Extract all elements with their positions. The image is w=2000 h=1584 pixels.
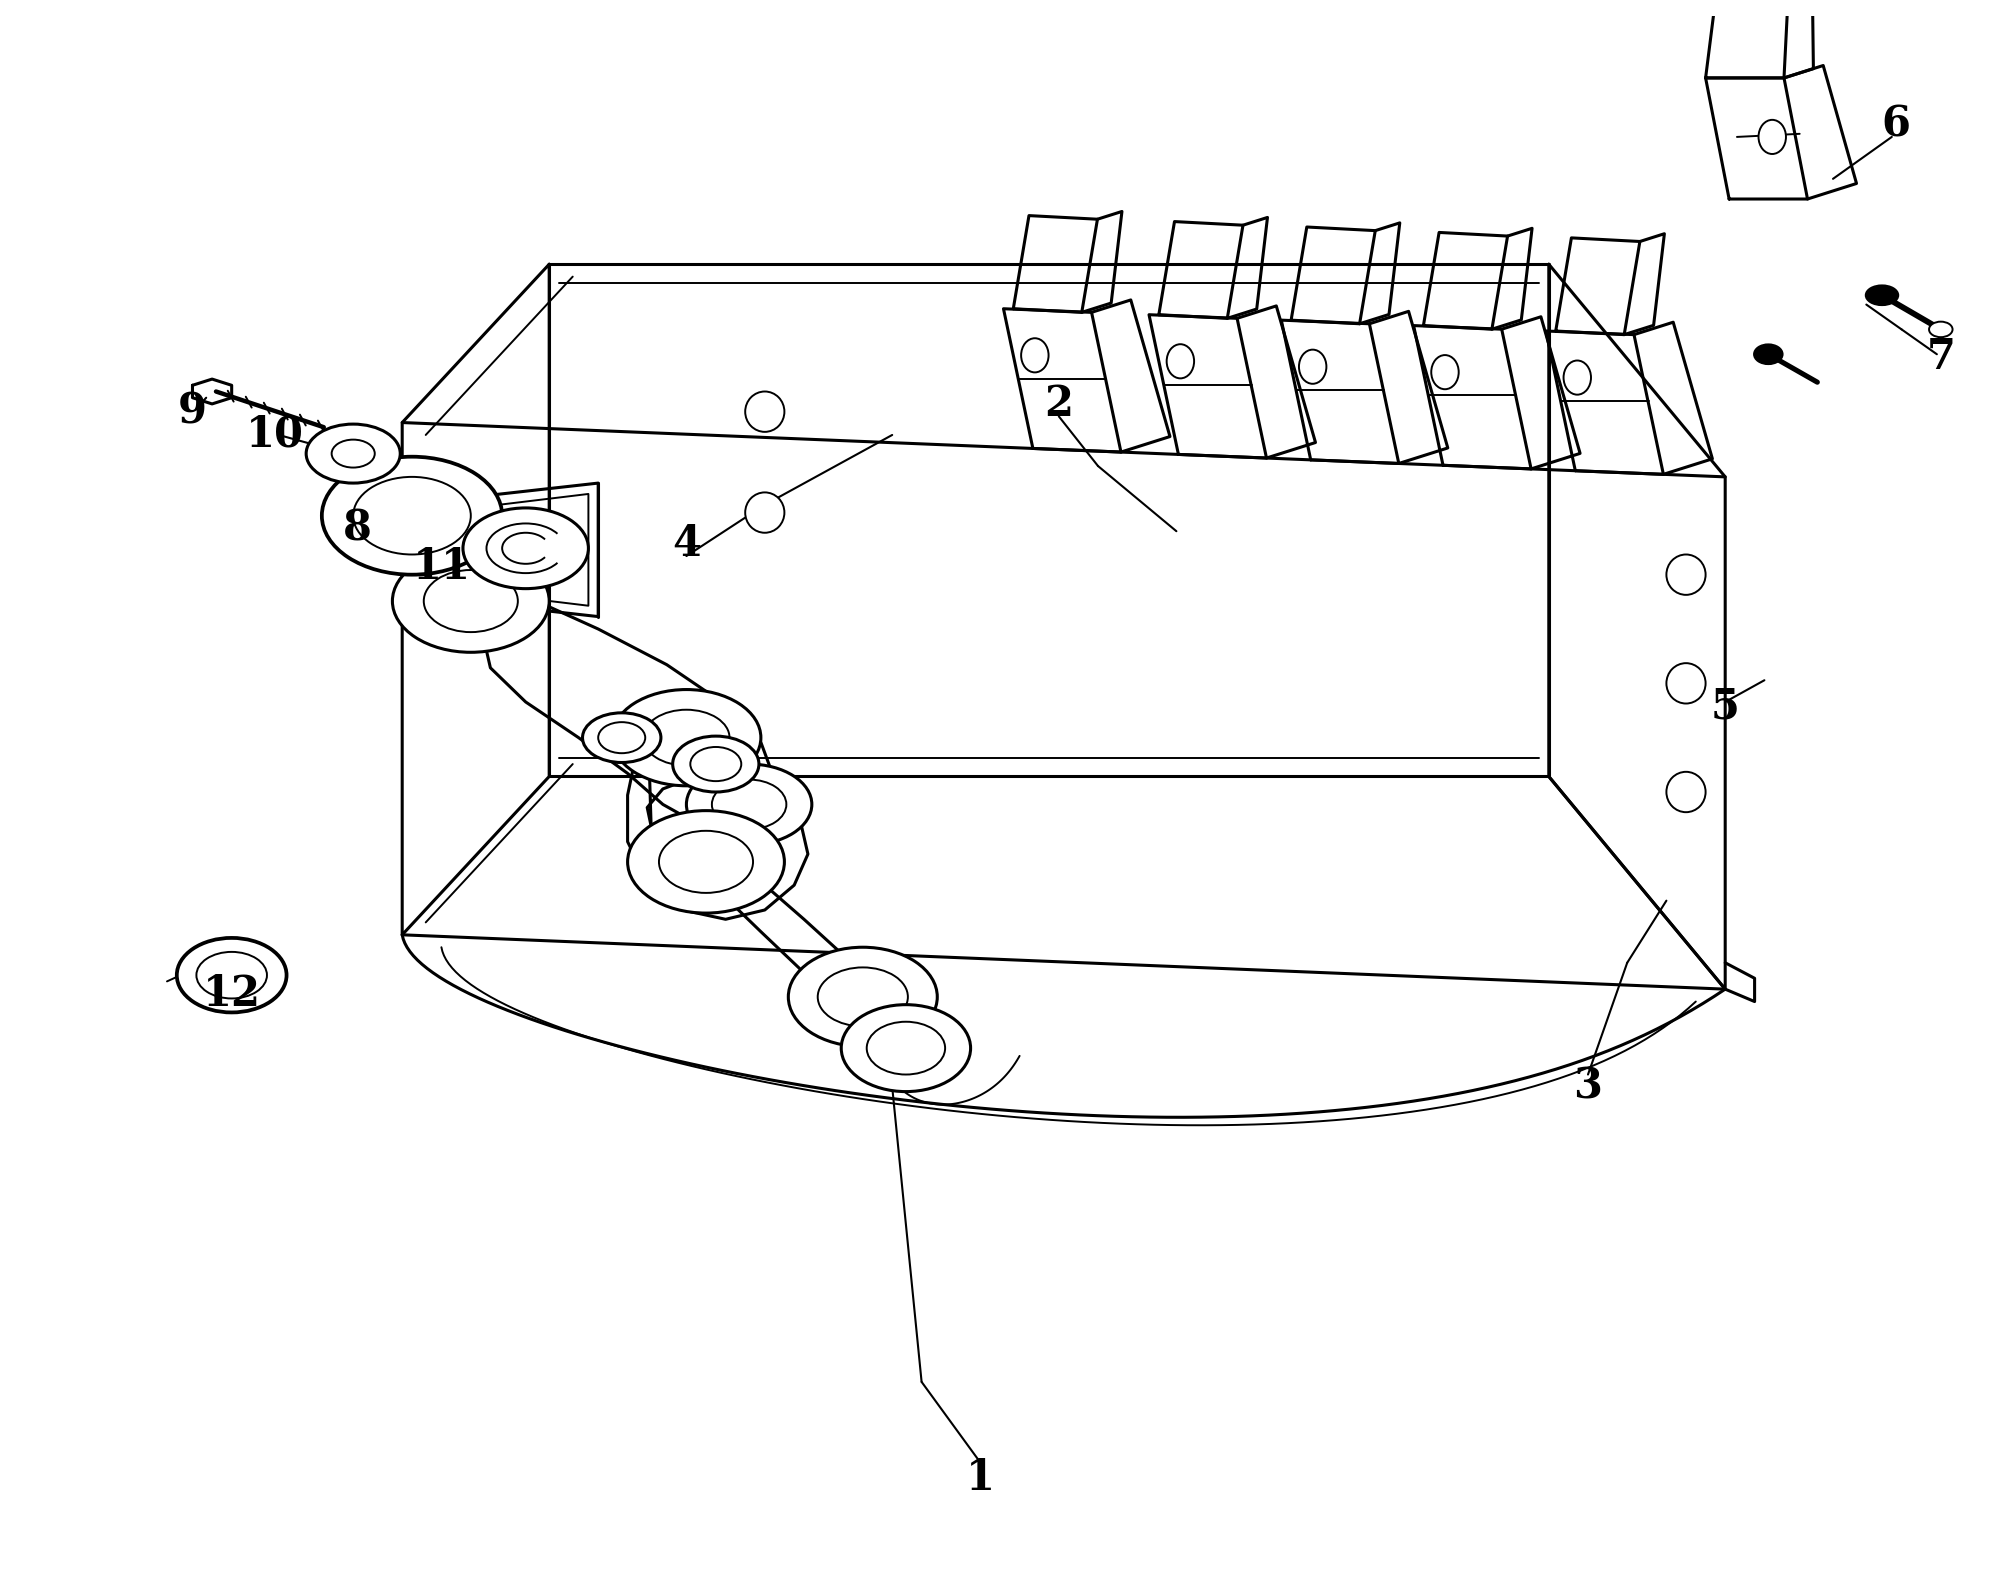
Text: 12: 12 bbox=[202, 973, 260, 1015]
Ellipse shape bbox=[1754, 345, 1782, 364]
Ellipse shape bbox=[1564, 361, 1590, 394]
Ellipse shape bbox=[424, 570, 518, 632]
Ellipse shape bbox=[306, 425, 400, 483]
Ellipse shape bbox=[866, 1022, 946, 1074]
Ellipse shape bbox=[392, 550, 550, 653]
Ellipse shape bbox=[746, 493, 784, 532]
Ellipse shape bbox=[612, 689, 760, 786]
Ellipse shape bbox=[1758, 120, 1786, 154]
Ellipse shape bbox=[582, 713, 660, 762]
Ellipse shape bbox=[1298, 350, 1326, 383]
Ellipse shape bbox=[1166, 344, 1194, 379]
Ellipse shape bbox=[1022, 339, 1048, 372]
Ellipse shape bbox=[462, 508, 588, 589]
Text: 5: 5 bbox=[1710, 686, 1740, 727]
Text: 10: 10 bbox=[246, 413, 304, 456]
Ellipse shape bbox=[196, 952, 266, 998]
Ellipse shape bbox=[598, 722, 646, 752]
Ellipse shape bbox=[1930, 322, 1952, 337]
Ellipse shape bbox=[842, 1004, 970, 1091]
Ellipse shape bbox=[1666, 771, 1706, 813]
Text: 8: 8 bbox=[342, 507, 372, 550]
Ellipse shape bbox=[746, 391, 784, 432]
Text: 2: 2 bbox=[1044, 383, 1074, 425]
Ellipse shape bbox=[1666, 554, 1706, 596]
Text: 4: 4 bbox=[672, 523, 700, 564]
Text: 1: 1 bbox=[966, 1457, 994, 1498]
Ellipse shape bbox=[322, 456, 502, 575]
Ellipse shape bbox=[176, 938, 286, 1012]
Text: 9: 9 bbox=[178, 391, 206, 432]
Text: 3: 3 bbox=[1574, 1066, 1602, 1107]
Ellipse shape bbox=[672, 737, 758, 792]
Ellipse shape bbox=[628, 811, 784, 912]
Ellipse shape bbox=[1866, 287, 1898, 304]
Ellipse shape bbox=[644, 710, 730, 765]
Ellipse shape bbox=[354, 477, 470, 554]
Ellipse shape bbox=[712, 779, 786, 830]
Ellipse shape bbox=[818, 968, 908, 1026]
Ellipse shape bbox=[788, 947, 938, 1047]
Ellipse shape bbox=[332, 440, 374, 467]
Ellipse shape bbox=[686, 763, 812, 844]
Text: 11: 11 bbox=[412, 546, 470, 588]
Ellipse shape bbox=[1432, 355, 1458, 390]
Ellipse shape bbox=[658, 830, 754, 893]
Text: 6: 6 bbox=[1882, 103, 1910, 146]
Text: 7: 7 bbox=[1926, 336, 1956, 379]
Ellipse shape bbox=[1666, 664, 1706, 703]
Ellipse shape bbox=[690, 748, 742, 781]
